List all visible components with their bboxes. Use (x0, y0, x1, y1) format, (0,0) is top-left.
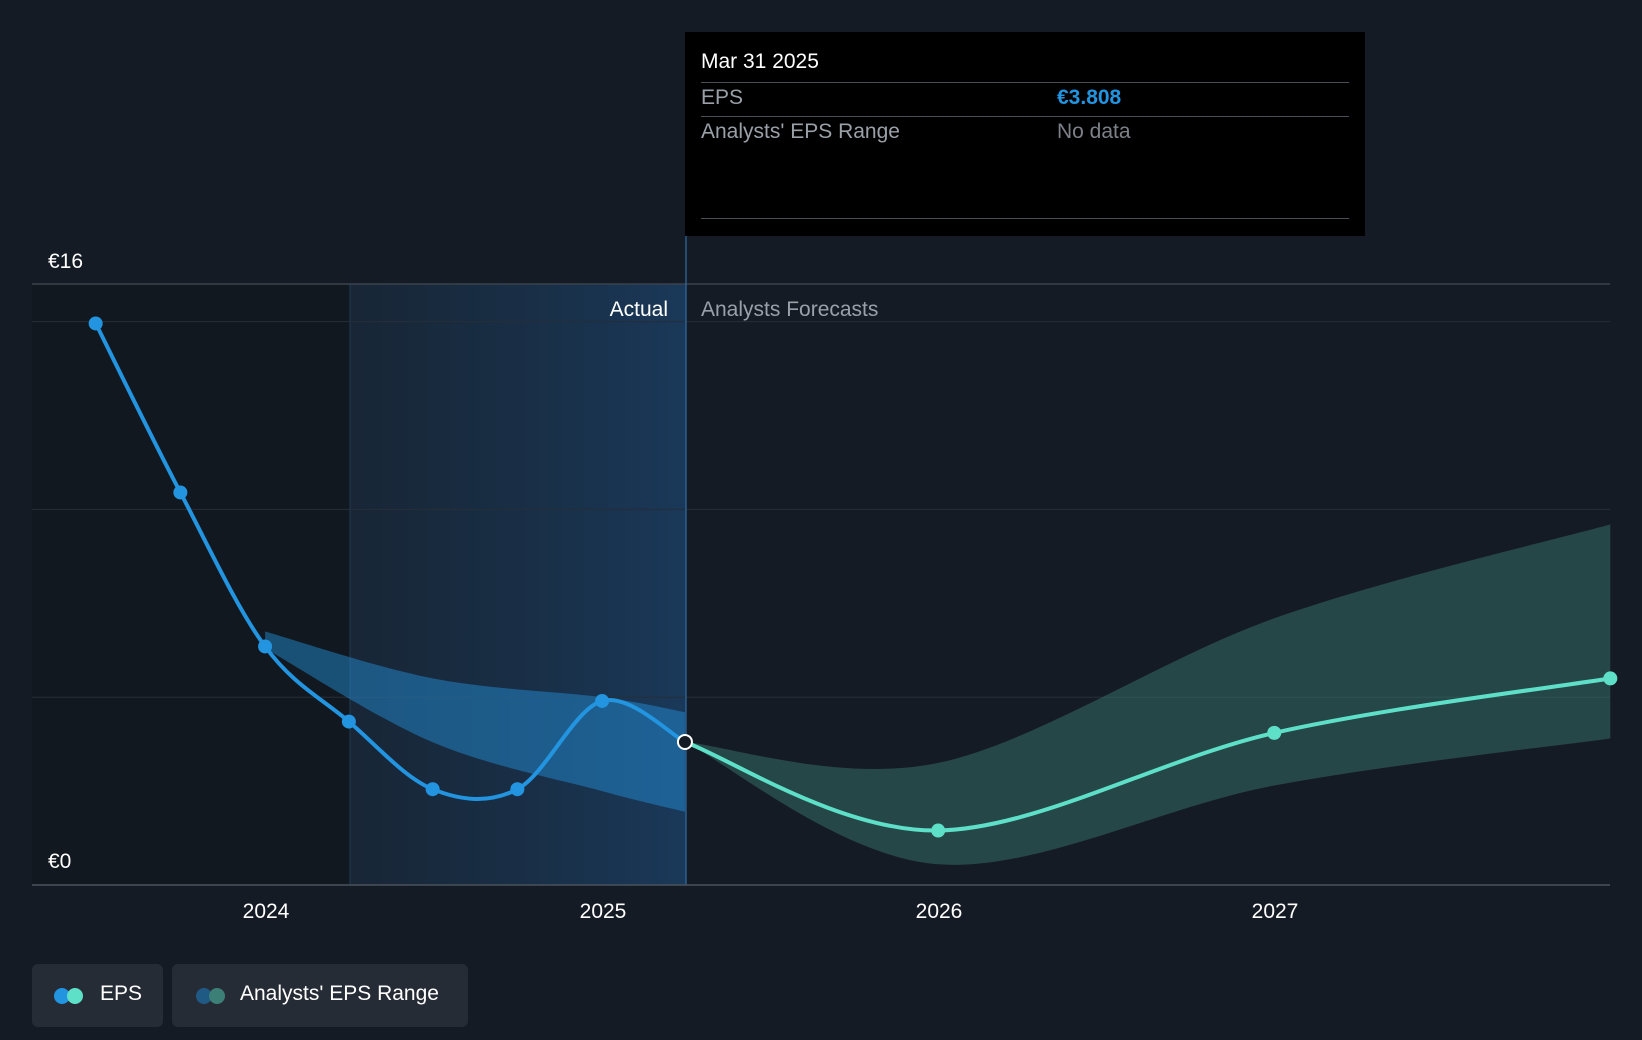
x-tick-label-2027: 2027 (1252, 900, 1299, 923)
range-forecast-swatch-icon (209, 988, 225, 1004)
past-period-background (32, 284, 350, 885)
eps-data-point[interactable] (425, 782, 440, 797)
eps-data-point[interactable] (88, 316, 103, 331)
eps-data-point[interactable] (1267, 725, 1282, 740)
tooltip-divider (701, 82, 1349, 83)
x-tick-label-2024: 2024 (243, 900, 290, 923)
tooltip-divider (701, 116, 1349, 117)
forecast-section-label: Analysts Forecasts (701, 298, 878, 321)
data-tooltip: Mar 31 2025 EPS €3.808 Analysts' EPS Ran… (685, 32, 1365, 236)
eps-range-band-actual (265, 631, 685, 812)
range-actual-swatch-icon (196, 988, 212, 1004)
x-tick-label-2026: 2026 (916, 900, 963, 923)
eps-data-point[interactable] (510, 782, 525, 797)
eps-current-point[interactable] (676, 733, 693, 750)
eps-range-bands (265, 524, 1611, 865)
tooltip-eps-value: €3.808 (1057, 86, 1122, 109)
tooltip-range-value: No data (1057, 120, 1131, 143)
eps-forecast-swatch-icon (67, 988, 83, 1004)
y-tick-label-max: €16 (48, 250, 83, 273)
legend-item-eps[interactable]: EPS (32, 964, 163, 1027)
tooltip-divider (701, 218, 1349, 219)
eps-data-point[interactable] (341, 714, 356, 729)
actual-section-label: Actual (610, 298, 668, 321)
eps-points (88, 316, 1618, 838)
eps-forecast-line (682, 676, 1613, 833)
tooltip-range-label: Analysts' EPS Range (701, 120, 900, 143)
eps-data-point[interactable] (931, 823, 946, 838)
eps-data-point[interactable] (1603, 671, 1618, 686)
gridlines (32, 283, 1610, 698)
eps-data-point[interactable] (595, 693, 610, 708)
eps-range-band-forecast (684, 524, 1611, 865)
legend-label-eps: EPS (100, 982, 143, 1005)
legend-item-eps-range[interactable]: Analysts' EPS Range (172, 964, 468, 1027)
tooltip-eps-label: EPS (701, 86, 744, 109)
eps-data-point[interactable] (258, 639, 273, 654)
y-tick-label-min: €0 (48, 850, 71, 873)
eps-actual-swatch-icon (54, 988, 70, 1004)
legend-label-eps-range: Analysts' EPS Range (240, 982, 439, 1005)
tooltip-date: Mar 31 2025 (701, 50, 819, 73)
eps-data-point[interactable] (173, 485, 188, 500)
x-tick-label-2025: 2025 (580, 900, 627, 923)
